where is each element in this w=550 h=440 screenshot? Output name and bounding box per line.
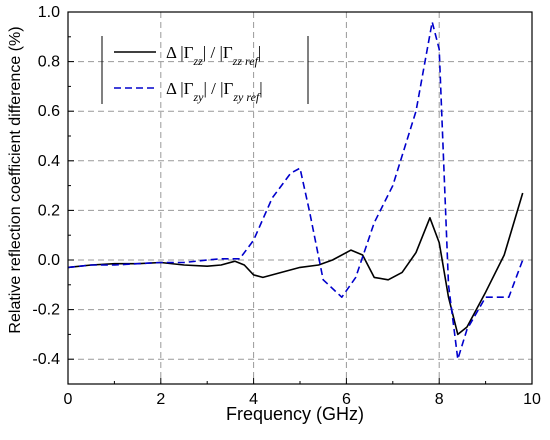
- legend-text-part: | / |Γ: [203, 43, 233, 62]
- y-tick-label: 0.6: [38, 103, 60, 120]
- x-tick-labels: 0 2 4 6 8 10: [64, 391, 541, 408]
- x-tick-label: 0: [64, 391, 73, 408]
- y-tick-label: 0.0: [38, 252, 60, 269]
- x-tick-label: 10: [523, 391, 541, 408]
- grid-lines: [68, 12, 532, 384]
- legend-text-part: Δ |Γ: [166, 79, 194, 98]
- x-tick-label: 6: [342, 391, 351, 408]
- y-tick-label: 0.2: [38, 202, 60, 219]
- axis-ticks: [67, 11, 533, 385]
- x-tick-label: 4: [249, 391, 258, 408]
- x-tick-label: 8: [435, 391, 444, 408]
- y-axis-label: Relative reflection coefficient differen…: [7, 26, 24, 333]
- x-axis-label: Frequency (GHz): [226, 404, 364, 424]
- legend-subscript: zz: [192, 54, 203, 68]
- legend-text-part: |: [259, 79, 262, 98]
- legend: Δ |Γzz| / |Γzz ref|Δ |Γzy| / |Γzy ref|: [101, 36, 309, 104]
- legend-label-2: Δ |Γzy| / |Γzy ref|: [166, 79, 263, 104]
- y-tick-label: -0.4: [32, 351, 60, 368]
- y-tick-labels: -0.4 -0.2 0.0 0.2 0.4 0.6 0.8 1.0: [32, 4, 60, 368]
- y-tick-label: 0.4: [38, 153, 60, 170]
- y-tick-label: -0.2: [32, 302, 60, 319]
- legend-label-1: Δ |Γzz| / |Γzz ref|: [166, 43, 261, 68]
- legend-subscript: zy: [192, 90, 204, 104]
- legend-subscript: zy ref: [232, 90, 261, 104]
- plot-frame: [67, 11, 533, 385]
- legend-subscript: zz ref: [232, 54, 260, 68]
- x-tick-label: 2: [156, 391, 165, 408]
- series-line-1: [67, 192, 524, 336]
- series-line-2: [67, 21, 524, 360]
- y-tick-label: 1.0: [38, 4, 60, 21]
- y-tick-label: 0.8: [38, 54, 60, 71]
- legend-text-part: Δ |Γ: [166, 43, 194, 62]
- series-layer: [67, 21, 524, 360]
- legend-text-part: | / |Γ: [203, 79, 233, 98]
- legend-text-part: |: [258, 43, 261, 62]
